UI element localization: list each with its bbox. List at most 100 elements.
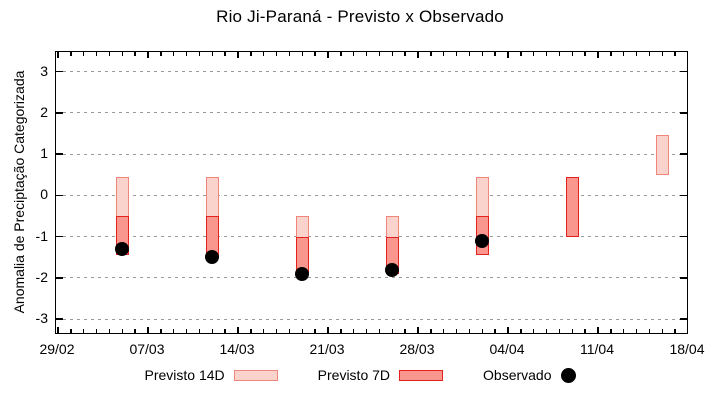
previsto7-swatch [399, 369, 444, 381]
legend-item-previsto14: Previsto 14D [145, 367, 278, 383]
x-tick-mark-bottom [545, 329, 548, 333]
x-tick-mark-top [597, 52, 599, 58]
x-tick-mark-bottom [507, 327, 509, 333]
x-tick-mark-top [520, 52, 522, 56]
x-tick-mark-top [391, 52, 394, 56]
x-tick-mark-bottom [288, 329, 291, 333]
x-tick-mark-bottom [147, 327, 149, 333]
x-tick-mark-bottom [532, 329, 535, 333]
x-tick-mark-bottom [558, 329, 561, 333]
x-tick-mark-top [185, 52, 188, 56]
previsto14-swatch [233, 369, 278, 381]
x-tick-mark-top [288, 52, 291, 56]
y-tick-mark-right [680, 318, 687, 320]
x-tick-mark-top [378, 52, 381, 56]
x-tick-mark-top [134, 52, 136, 56]
x-tick-mark-top [70, 52, 72, 56]
x-axis-tick-label: 21/03 [309, 341, 345, 357]
x-tick-mark-top [545, 52, 548, 56]
y-tick-mark-right [680, 277, 687, 279]
previsto14-bar [655, 135, 669, 175]
legend-label-observado: Observado [483, 367, 552, 383]
x-tick-mark-bottom [610, 329, 612, 333]
y-tick-mark-left [56, 112, 63, 114]
x-tick-mark-bottom [481, 329, 484, 333]
x-tick-mark-bottom [622, 329, 625, 333]
x-tick-mark-top [224, 52, 226, 56]
x-tick-mark-top [57, 52, 59, 58]
x-tick-mark-top [95, 52, 98, 56]
x-tick-mark-bottom [352, 329, 355, 333]
y-axis-tick-label: -3 [35, 310, 48, 326]
x-tick-mark-top [352, 52, 355, 56]
x-tick-mark-bottom [430, 329, 432, 333]
x-tick-mark-top [442, 52, 445, 56]
x-tick-mark-top [661, 52, 664, 56]
chart-title: Rio Ji-Paraná - Previsto x Observado [216, 7, 504, 26]
x-tick-mark-bottom [211, 329, 214, 333]
x-tick-mark-top [365, 52, 368, 56]
x-tick-mark-bottom [340, 329, 342, 333]
x-tick-mark-bottom [160, 329, 162, 333]
x-tick-mark-top [275, 52, 278, 56]
x-tick-mark-top [481, 52, 484, 56]
x-tick-mark-top [584, 52, 586, 56]
x-tick-mark-bottom [314, 329, 316, 333]
legend-label-previsto7: Previsto 7D [317, 367, 391, 383]
x-tick-mark-bottom [185, 329, 188, 333]
x-tick-mark-bottom [597, 327, 599, 333]
x-tick-mark-top [635, 52, 638, 56]
y-tick-mark-left [56, 277, 63, 279]
observado-dot [295, 266, 310, 281]
x-tick-mark-bottom [224, 329, 226, 333]
x-tick-mark-top [674, 52, 676, 56]
x-tick-mark-bottom [674, 329, 676, 333]
x-tick-mark-bottom [275, 329, 278, 333]
y-tick-mark-left [56, 318, 63, 320]
x-tick-mark-bottom [262, 329, 265, 333]
observado-dot-swatch [560, 367, 576, 383]
x-tick-mark-top [147, 52, 149, 58]
x-tick-mark-bottom [661, 329, 664, 333]
x-tick-mark-top [532, 52, 535, 56]
x-tick-mark-bottom [520, 329, 522, 333]
y-axis-tick-label: 3 [40, 62, 48, 79]
x-tick-mark-bottom [468, 329, 471, 333]
x-tick-mark-top [622, 52, 625, 56]
x-axis-tick-label: 18/04 [669, 341, 705, 357]
observado-dot [475, 233, 490, 248]
gridline [56, 236, 687, 237]
x-tick-mark-bottom [134, 329, 136, 333]
x-axis-tick-label: 29/02 [39, 341, 75, 357]
y-axis-tick-label: -1 [35, 227, 48, 244]
gridline [56, 71, 687, 72]
x-tick-mark-top [571, 52, 574, 56]
x-axis-tick-label: 04/04 [489, 341, 525, 357]
x-tick-mark-top [648, 52, 651, 56]
x-tick-mark-top [494, 52, 496, 56]
gridline [56, 277, 687, 279]
y-tick-mark-left [56, 153, 63, 155]
observado-dot [385, 262, 400, 277]
y-tick-mark-right [680, 235, 687, 238]
y-axis-tick-label: 1 [40, 145, 48, 161]
plot-area [55, 51, 688, 334]
y-axis-tick-label: 2 [40, 103, 48, 120]
gridline [56, 194, 687, 196]
x-tick-mark-top [417, 52, 419, 58]
y-axis-tick-label: 0 [40, 186, 48, 203]
legend-item-observado: Observado [483, 367, 576, 383]
y-tick-mark-left [56, 194, 63, 196]
x-tick-mark-bottom [391, 329, 394, 333]
x-axis-tick-label: 07/03 [129, 341, 165, 357]
x-tick-mark-top [455, 52, 458, 56]
x-tick-mark-top [327, 52, 329, 58]
x-tick-mark-bottom [417, 327, 419, 333]
x-tick-mark-top [211, 52, 214, 56]
x-tick-mark-bottom [584, 329, 586, 333]
x-tick-mark-bottom [378, 329, 381, 333]
x-tick-mark-bottom [494, 329, 496, 333]
x-tick-mark-bottom [648, 329, 651, 333]
x-tick-mark-bottom [82, 329, 85, 333]
